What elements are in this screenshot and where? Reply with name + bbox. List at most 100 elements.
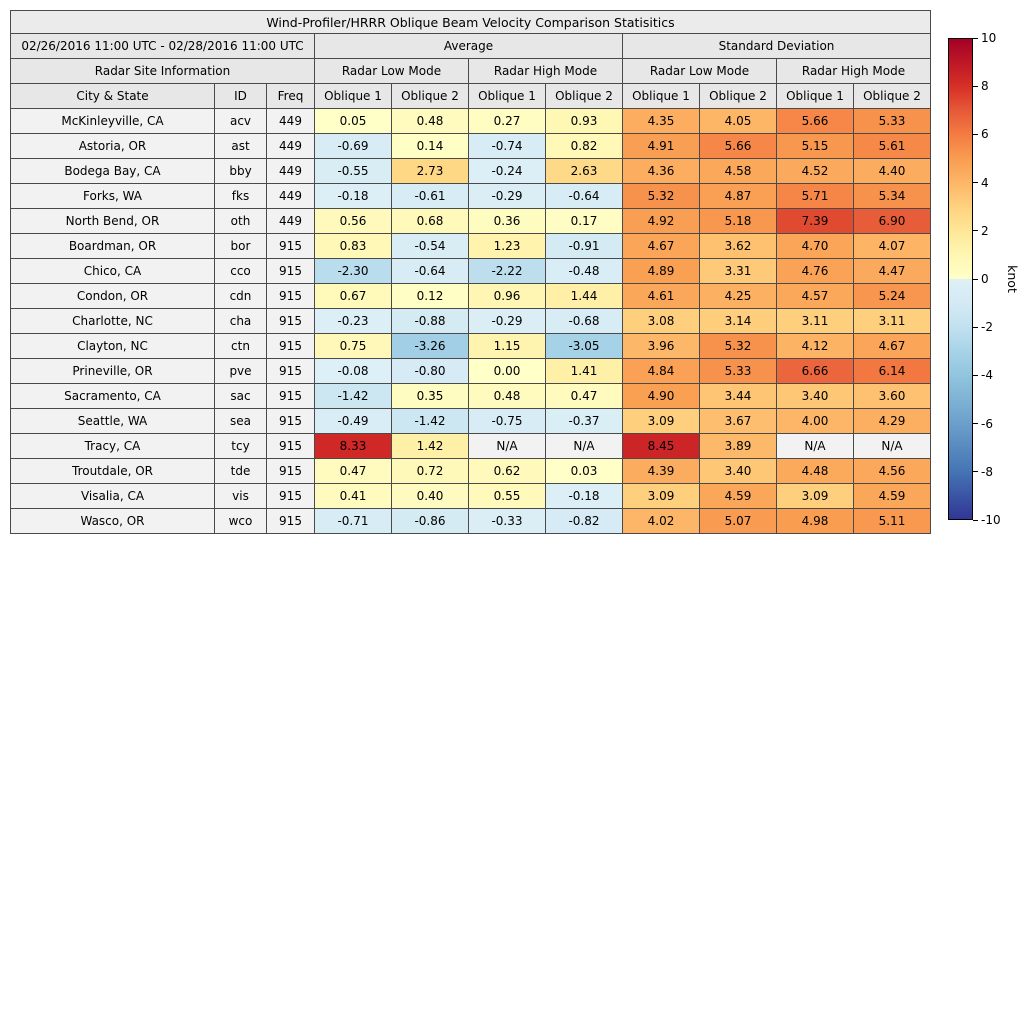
value-cell: -0.24	[468, 158, 546, 184]
city-cell: Troutdale, OR	[10, 458, 215, 484]
site-id-cell: bor	[214, 233, 267, 259]
avg-low-mode-header: Radar Low Mode	[314, 58, 469, 84]
table-row: Wasco, OR wco 915 -0.71 -0.86 -0.33 -0.82 4.02 5…	[10, 508, 931, 534]
value-cell: -0.23	[314, 308, 392, 334]
colorbar-tick	[973, 37, 978, 39]
value-cell: 5.32	[622, 183, 700, 209]
std-group-header: Standard Deviation	[622, 33, 931, 59]
value-cell: 4.47	[853, 258, 931, 284]
value-cell: 1.41	[545, 358, 623, 384]
group-header-row: 02/26/2016 11:00 UTC - 02/28/2016 11:00 …	[10, 33, 931, 59]
colorbar-tick-label: 4	[981, 175, 989, 190]
value-cell: N/A	[468, 433, 546, 459]
std-high-oblique1-header: Oblique 1	[776, 83, 854, 109]
value-cell: 4.29	[853, 408, 931, 434]
city-cell: Charlotte, NC	[10, 308, 215, 334]
value-cell: 0.48	[468, 383, 546, 409]
colorbar-tick-label: 6	[981, 127, 989, 142]
freq-cell: 449	[266, 133, 315, 159]
table-row: Prineville, OR pve 915 -0.08 -0.80 0.00 1.41 4.…	[10, 358, 931, 384]
colorbar-tick-label: -4	[981, 368, 993, 383]
value-cell: 4.36	[622, 158, 700, 184]
colorbar-tick	[973, 423, 978, 425]
value-cell: 3.31	[699, 258, 777, 284]
colorbar-ticks: 10 8 6 4 2 0 -2 -4 -6 -8 -10	[948, 32, 1024, 526]
site-id-cell: acv	[214, 108, 267, 134]
city-cell: Boardman, OR	[10, 233, 215, 259]
freq-cell: 915	[266, 383, 315, 409]
value-cell: N/A	[776, 433, 854, 459]
site-id-cell: sea	[214, 408, 267, 434]
value-cell: 4.89	[622, 258, 700, 284]
avg-high-mode-header: Radar High Mode	[468, 58, 623, 84]
value-cell: N/A	[545, 433, 623, 459]
value-cell: 4.84	[622, 358, 700, 384]
city-cell: McKinleyville, CA	[10, 108, 215, 134]
site-id-cell: wco	[214, 508, 267, 534]
colorbar-tick	[973, 326, 978, 328]
freq-cell: 915	[266, 433, 315, 459]
city-cell: Visalia, CA	[10, 483, 215, 509]
freq-cell: 915	[266, 508, 315, 534]
std-low-oblique2-header: Oblique 2	[699, 83, 777, 109]
value-cell: -0.08	[314, 358, 392, 384]
freq-cell: 915	[266, 233, 315, 259]
site-id-cell: sac	[214, 383, 267, 409]
value-cell: 4.59	[699, 483, 777, 509]
freq-cell: 915	[266, 483, 315, 509]
value-cell: 1.15	[468, 333, 546, 359]
site-id-cell: tde	[214, 458, 267, 484]
city-column-header: City & State	[10, 83, 215, 109]
value-cell: 3.44	[699, 383, 777, 409]
site-id-cell: vis	[214, 483, 267, 509]
value-cell: 1.23	[468, 233, 546, 259]
value-cell: 4.07	[853, 233, 931, 259]
site-id-cell: cco	[214, 258, 267, 284]
value-cell: 3.67	[699, 408, 777, 434]
value-cell: -0.33	[468, 508, 546, 534]
city-cell: Forks, WA	[10, 183, 215, 209]
value-cell: 0.35	[391, 383, 469, 409]
value-cell: 0.47	[545, 383, 623, 409]
value-cell: 7.39	[776, 208, 854, 234]
city-cell: Chico, CA	[10, 258, 215, 284]
value-cell: 4.67	[853, 333, 931, 359]
site-id-cell: cha	[214, 308, 267, 334]
table-row: Bodega Bay, CA bby 449 -0.55 2.73 -0.24 2.63 4.…	[10, 158, 931, 184]
value-cell: 4.52	[776, 158, 854, 184]
value-cell: 5.34	[853, 183, 931, 209]
value-cell: -0.88	[391, 308, 469, 334]
value-cell: 3.62	[699, 233, 777, 259]
city-cell: Seattle, WA	[10, 408, 215, 434]
value-cell: 5.66	[776, 108, 854, 134]
value-cell: 0.67	[314, 283, 392, 309]
freq-cell: 915	[266, 333, 315, 359]
site-id-cell: fks	[214, 183, 267, 209]
date-range: 02/26/2016 11:00 UTC - 02/28/2016 11:00 …	[10, 33, 315, 59]
value-cell: 5.15	[776, 133, 854, 159]
value-cell: -0.71	[314, 508, 392, 534]
table-row: Charlotte, NC cha 915 -0.23 -0.88 -0.29 -0.68 3…	[10, 308, 931, 334]
table-row: Sacramento, CA sac 915 -1.42 0.35 0.48 0.47 4.9…	[10, 383, 931, 409]
value-cell: 0.56	[314, 208, 392, 234]
value-cell: 1.44	[545, 283, 623, 309]
value-cell: -0.18	[545, 483, 623, 509]
value-cell: 4.35	[622, 108, 700, 134]
value-cell: 2.63	[545, 158, 623, 184]
colorbar-tick-label: 0	[981, 272, 989, 286]
city-cell: Wasco, OR	[10, 508, 215, 534]
colorbar-tick	[973, 133, 978, 135]
freq-cell: 449	[266, 158, 315, 184]
value-cell: -1.42	[314, 383, 392, 409]
colorbar-tick-label: -10	[981, 513, 1001, 527]
value-cell: -1.42	[391, 408, 469, 434]
table-row: Seattle, WA sea 915 -0.49 -1.42 -0.75 -0.37 3.0…	[10, 408, 931, 434]
value-cell: 0.55	[468, 483, 546, 509]
id-column-header: ID	[214, 83, 267, 109]
freq-cell: 449	[266, 183, 315, 209]
value-cell: -0.29	[468, 308, 546, 334]
value-cell: 3.89	[699, 433, 777, 459]
value-cell: 5.07	[699, 508, 777, 534]
table-row: Astoria, OR ast 449 -0.69 0.14 -0.74 0.82 4.91 5…	[10, 133, 931, 159]
city-cell: Sacramento, CA	[10, 383, 215, 409]
